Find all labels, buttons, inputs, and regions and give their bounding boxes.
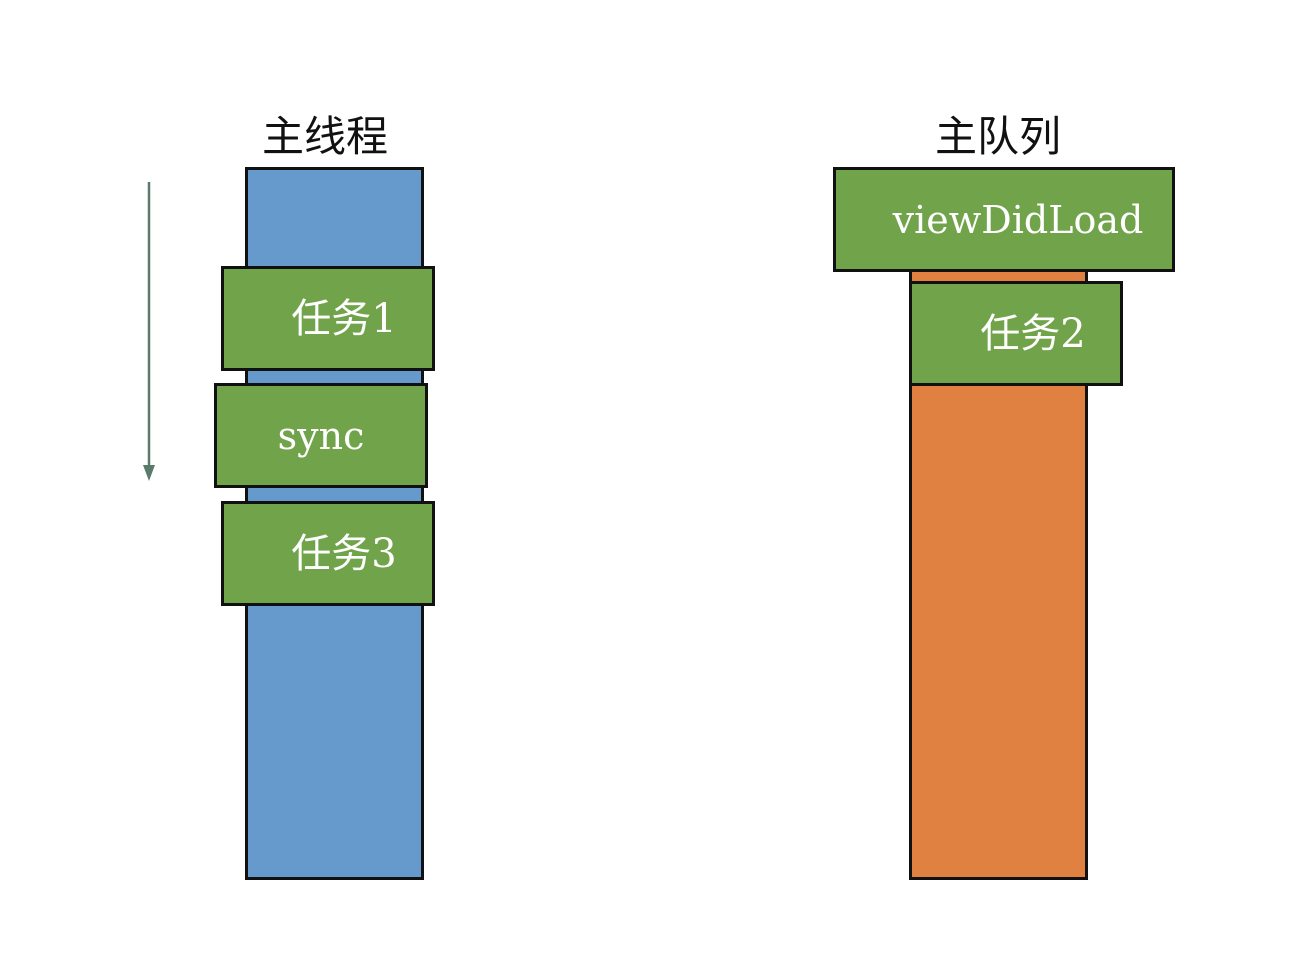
main-queue-task-2-label: 任务2 bbox=[980, 310, 1086, 357]
main-queue-title: 主队列 bbox=[934, 112, 1061, 161]
main-queue-task-2: 任务2 bbox=[909, 281, 1123, 386]
main-thread-task-3-label: 任务3 bbox=[291, 530, 397, 577]
down-arrow-icon bbox=[143, 182, 155, 481]
main-queue-task-viewdidload-label: viewDidLoad bbox=[892, 197, 1144, 242]
main-thread-title: 主线程 bbox=[261, 112, 388, 161]
main-thread-task-sync: sync bbox=[214, 383, 428, 488]
main-thread-task-3: 任务3 bbox=[221, 501, 435, 606]
main-thread-task-1-label: 任务1 bbox=[291, 295, 397, 342]
main-thread-task-sync-label: sync bbox=[277, 413, 365, 458]
main-thread-task-1: 任务1 bbox=[221, 266, 435, 371]
main-queue-task-viewdidload: viewDidLoad bbox=[833, 167, 1175, 272]
